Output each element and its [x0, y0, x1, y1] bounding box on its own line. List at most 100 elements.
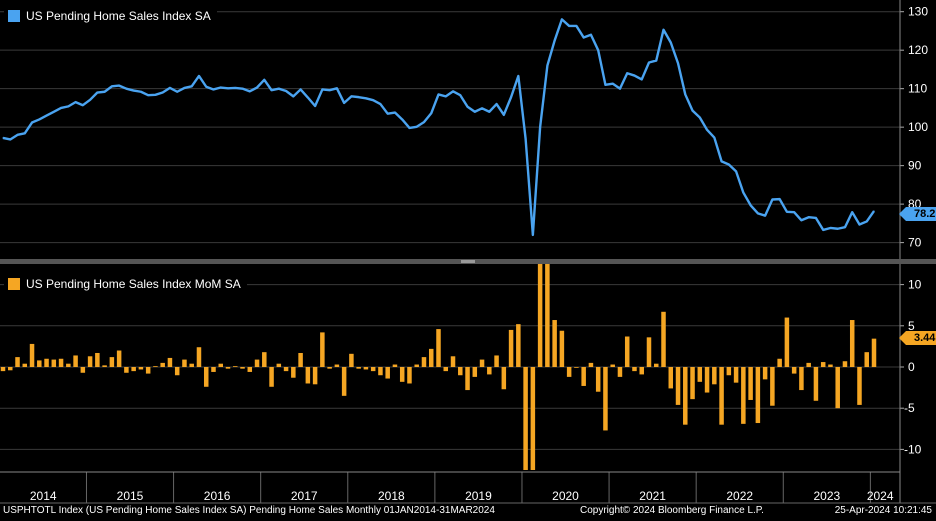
mom-bar	[523, 367, 528, 470]
mom-bar	[334, 364, 340, 367]
line-point	[771, 198, 773, 201]
line-point	[808, 216, 810, 218]
mom-bar	[537, 264, 543, 367]
line-point	[793, 211, 795, 213]
mom-bar	[240, 367, 245, 369]
line-point	[416, 126, 418, 128]
line-point	[597, 49, 599, 51]
mom-bar	[131, 367, 136, 372]
line-point	[89, 99, 91, 101]
mom-bar	[704, 367, 710, 393]
mom-bar	[421, 357, 427, 367]
line-point	[517, 75, 519, 77]
line-point	[387, 113, 389, 115]
line-point	[212, 88, 215, 91]
line-point	[742, 191, 744, 194]
mom-bar	[450, 356, 456, 367]
line-point	[343, 102, 345, 104]
line-point	[358, 96, 360, 98]
mom-bar	[595, 367, 601, 392]
mom-bar	[167, 357, 173, 367]
mom-bar	[501, 367, 507, 390]
line-point	[728, 163, 730, 166]
x-axis: 2014 2015 2016 2017 2018 2019 2020 2021 2022 2023…	[30, 472, 894, 503]
mom-bar	[813, 367, 819, 401]
mom-bar	[748, 367, 753, 400]
line-point	[249, 90, 251, 92]
legend-top-swatch	[8, 10, 20, 22]
line-point	[757, 212, 759, 214]
mom-bar	[828, 364, 833, 367]
bottom-y-axis: -10 -5 0 5 10	[900, 278, 922, 456]
mom-bar	[639, 367, 644, 375]
mom-bar	[653, 363, 659, 367]
top-tick-label: 130	[908, 5, 928, 19]
mom-bar	[22, 363, 28, 367]
pending-home-sales-line	[2, 18, 875, 237]
line-point	[220, 86, 222, 89]
line-point	[866, 220, 868, 223]
mom-bar	[508, 329, 514, 367]
line-point	[575, 25, 578, 27]
mom-bar	[298, 352, 303, 367]
line-point	[263, 79, 265, 81]
line-point	[437, 93, 440, 96]
mom-bar	[116, 350, 122, 367]
line-point	[60, 107, 62, 109]
line-point	[45, 115, 48, 117]
mom-bar	[465, 367, 470, 391]
line-point	[205, 86, 207, 88]
line-point	[314, 105, 316, 107]
line-point	[459, 94, 461, 96]
year-label: 2017	[291, 489, 318, 503]
mom-bar	[29, 343, 35, 367]
mom-bar	[545, 264, 550, 367]
mom-bar	[124, 367, 129, 373]
mom-bar	[58, 358, 64, 367]
mom-bar	[8, 367, 13, 371]
line-point	[256, 86, 258, 89]
line-point	[227, 87, 229, 89]
line-point	[691, 110, 694, 112]
mom-bar	[770, 367, 775, 406]
mom-bar	[871, 338, 877, 367]
mom-bar	[276, 363, 282, 367]
mom-bar	[305, 367, 311, 384]
mom-bar	[211, 367, 216, 372]
line-point	[96, 91, 98, 94]
line-point	[24, 132, 26, 134]
mom-bar	[102, 365, 107, 367]
mom-bar	[566, 367, 572, 377]
year-label: 2024	[867, 489, 894, 503]
mom-bar	[857, 367, 862, 405]
mom-bar	[138, 367, 144, 370]
line-point	[111, 85, 113, 87]
line-point	[270, 89, 273, 91]
line-point	[750, 204, 752, 206]
line-point	[800, 219, 803, 221]
line-point	[445, 95, 447, 97]
line-point	[532, 234, 534, 236]
mom-bar	[349, 353, 354, 367]
line-point	[837, 228, 839, 230]
line-point	[147, 94, 149, 96]
mom-bar	[690, 367, 695, 400]
mom-bar	[479, 359, 485, 367]
mom-bar	[392, 364, 398, 367]
line-point	[583, 36, 585, 39]
line-point	[561, 18, 563, 20]
mom-bar	[51, 359, 57, 367]
line-point	[829, 227, 832, 229]
line-point	[604, 84, 607, 86]
mom-bar	[414, 364, 419, 367]
year-label: 2019	[465, 489, 492, 503]
line-point	[336, 87, 338, 89]
last-value-tag-top: 78.2	[898, 207, 936, 221]
mom-bar	[806, 362, 811, 367]
year-label: 2020	[552, 489, 579, 503]
mom-bar	[733, 367, 739, 383]
footer-timestamp: 25-Apr-2024 10:21:45	[834, 505, 932, 516]
line-point	[764, 215, 766, 217]
mom-bar	[603, 367, 608, 431]
